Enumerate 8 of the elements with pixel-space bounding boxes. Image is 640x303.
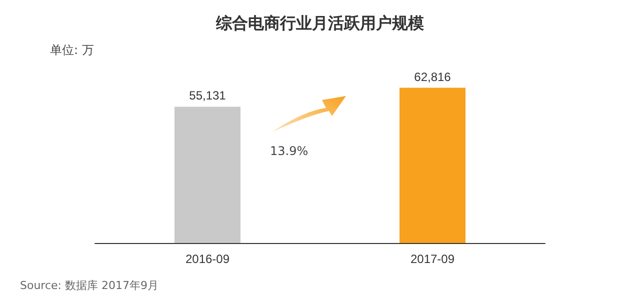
annotation: 13.9% bbox=[270, 144, 308, 158]
data-label: 62,816 bbox=[414, 70, 452, 84]
text: 单位: 万 bbox=[50, 43, 94, 57]
chart-title: 综合电商行业月活跃用户规模 bbox=[215, 14, 424, 32]
x-tick-label: 2016-09 bbox=[185, 252, 230, 266]
data-label: 55,131 bbox=[189, 88, 226, 103]
x-tick-label: 2017-09 bbox=[410, 252, 455, 266]
source-note: Source: 数据库 2017年9月 bbox=[20, 279, 158, 292]
